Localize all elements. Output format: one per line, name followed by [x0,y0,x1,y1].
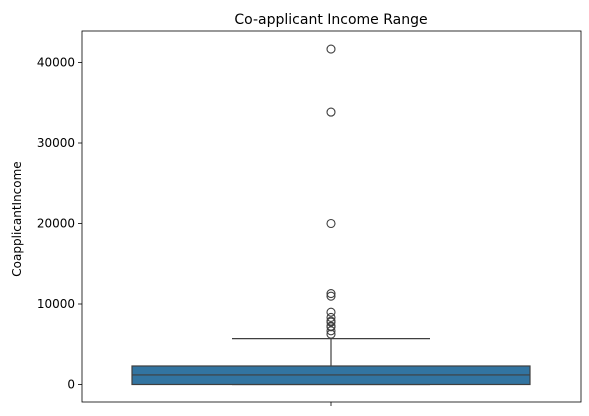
y-tick-label: 30000 [37,136,75,150]
y-axis-label: CoapplicantIncome [10,161,24,276]
outlier-point [326,288,336,299]
outlier-point [326,307,336,317]
plot-area-frame [81,30,582,403]
outlier-point [326,107,336,117]
chart-title: Co-applicant Income Range [234,12,427,28]
y-tick-label: 20000 [37,217,75,231]
outlier-point [326,317,336,327]
outlier-point [326,329,336,339]
outlier-point [326,291,336,301]
outlier-point [326,322,336,332]
y-tick-label: 40000 [37,56,75,70]
box-plot [131,44,531,386]
outlier-point [326,312,336,322]
y-axis-ticks: 0 10000 20000 30000 40000 [37,56,82,392]
y-tick-label: 0 [67,378,75,392]
outlier-point [326,218,336,229]
outlier-point [326,326,336,336]
y-tick-label: 10000 [37,297,75,311]
outlier-point [326,44,336,54]
